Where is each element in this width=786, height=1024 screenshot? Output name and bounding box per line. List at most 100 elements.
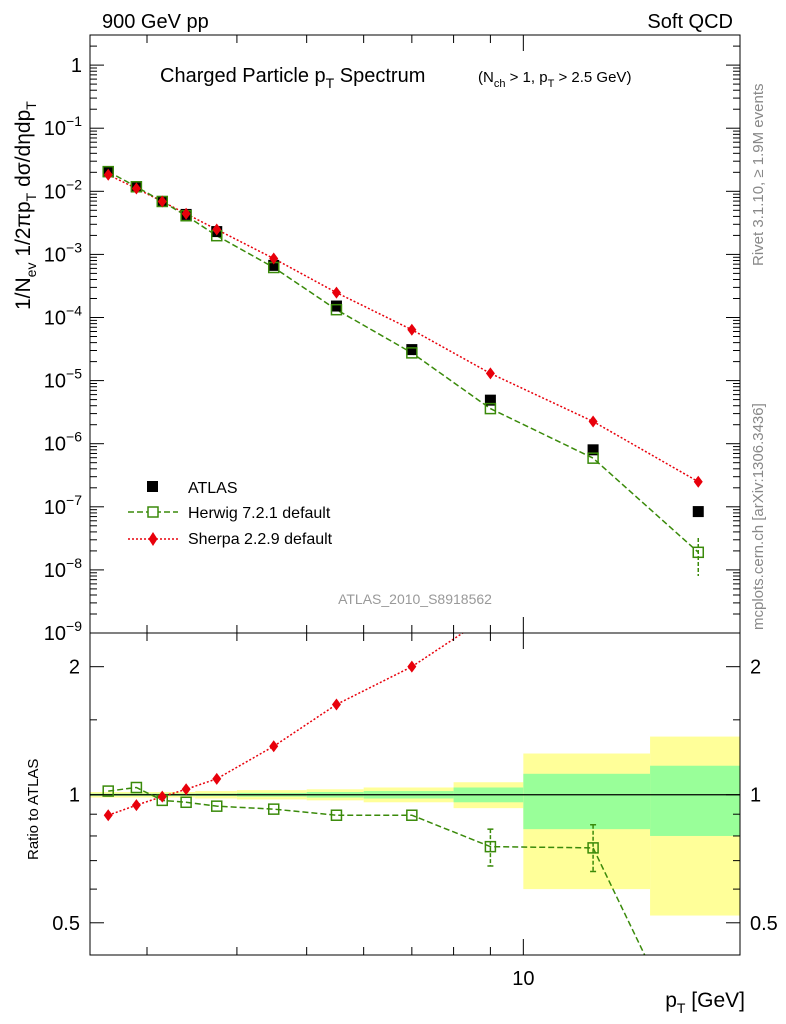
ratio-sherpa-point [269, 740, 279, 753]
legend-sherpa-label: Sherpa 2.2.9 default [188, 531, 333, 548]
main-y-tick-label: 10−9 [44, 618, 82, 645]
side-text-mcplots: mcplots.cern.ch [arXiv:1306.3436] [750, 403, 767, 630]
sherpa-point [212, 223, 222, 236]
ratio-y-tick-label-right: 1 [750, 785, 761, 807]
cut-2: > 1, p [505, 69, 547, 86]
ratio-sherpa-point [181, 783, 191, 796]
ratio-herwig-point [587, 842, 599, 854]
main-y-tick-label: 10−6 [44, 429, 82, 456]
legend-sherpa-marker [148, 532, 158, 546]
xlabel-b: [GeV] [685, 989, 745, 1012]
ratio-herwig-point [130, 781, 143, 794]
ratio-y-tick-label-left: 1 [69, 785, 80, 807]
ratio-herwig-point [330, 809, 343, 821]
ratio-herwig-point [484, 840, 497, 853]
ylabel-a: 1/N [12, 277, 35, 310]
sherpa-point [157, 195, 167, 208]
ratio-herwig-point [267, 803, 280, 815]
header-right: Soft QCD [647, 11, 733, 33]
main-y-tick-label: 10−1 [44, 113, 82, 140]
ratio-y-tick-label-right: 2 [750, 657, 761, 679]
ratio-sherpa-point [486, 609, 495, 621]
ratio-plot: 0.5 0.5 1 1 2 2 10 Ratio to ATLAS pT [GeV] [25, 588, 778, 1016]
ratio-herwig-point [406, 809, 418, 821]
cut-2-sub: T [548, 78, 555, 90]
herwig-point [330, 303, 343, 316]
atlas-point [268, 259, 280, 271]
analysis-watermark: ATLAS_2010_S8918562 [338, 591, 492, 607]
cut-3: > 2.5 GeV) [554, 69, 631, 86]
legend-herwig-marker [147, 506, 159, 518]
main-y-tick-label: 10−7 [44, 492, 82, 519]
ratio-herwig-line [108, 786, 646, 955]
herwig-point [406, 347, 418, 359]
ratio-sherpa-point [331, 698, 341, 711]
sherpa-line [107, 174, 699, 483]
ratio-y-axis-label: Ratio to ATLAS [25, 759, 42, 860]
header-left: 900 GeV pp [102, 11, 209, 33]
herwig-point [587, 452, 599, 464]
ratio-band-green [650, 765, 740, 836]
atlas-point [406, 344, 418, 356]
ratio-herwig-point [210, 800, 223, 812]
ylabel-a-sub: ev [23, 263, 39, 278]
ratio-band-green [523, 773, 651, 830]
ratio-sherpa-point [589, 599, 598, 611]
main-y-tick-label: 10−2 [44, 176, 82, 203]
sherpa-point [588, 415, 598, 428]
sherpa-point [269, 252, 279, 265]
sherpa-point [331, 286, 341, 299]
sherpa-point [131, 182, 141, 195]
ratio-sherpa-point [157, 790, 167, 803]
main-y-tick-label: 10−5 [44, 366, 82, 393]
herwig-point [692, 546, 705, 559]
ratio-herwig-point [102, 785, 114, 797]
sherpa-point [693, 475, 703, 488]
title-main: Charged Particle p [160, 65, 326, 87]
atlas-point [692, 506, 704, 518]
sherpa-point [485, 367, 495, 380]
ratio-sherpa-point [407, 660, 417, 673]
main-plot: Charged Particle pT Spectrum (Nch > 1, p… [12, 34, 741, 645]
ylabel-c: dσ/dηdp [12, 110, 35, 193]
ratio-plot-frame [89, 632, 741, 956]
legend-atlas-label: ATLAS [188, 480, 238, 497]
main-plot-title: Charged Particle pT Spectrum [160, 65, 425, 91]
ratio-sherpa-point [694, 588, 703, 600]
legend: ATLAS Herwig 7.2.1 default Sherpa 2.2.9 … [128, 480, 333, 548]
ratio-herwig-point [180, 796, 192, 809]
ylabel-b-sub: T [23, 192, 39, 201]
ratio-y-tick-label-left: 0.5 [52, 913, 80, 935]
cut-1: (N [478, 69, 494, 86]
atlas-point [587, 444, 599, 456]
ratio-sherpa-point [212, 772, 222, 785]
main-y-tick-label: 1 [71, 55, 82, 77]
sherpa-point [407, 323, 417, 336]
atlas-point [330, 300, 342, 312]
main-plot-cuts: (Nch > 1, pT > 2.5 GeV) [478, 69, 631, 90]
ratio-sherpa-point [103, 809, 113, 822]
legend-atlas-marker [147, 481, 158, 492]
sherpa-point [103, 168, 113, 181]
ratio-y-tick-label-right: 0.5 [750, 913, 778, 935]
title-main-rest: Spectrum [334, 65, 425, 87]
title-main-sub: T [326, 75, 335, 91]
side-text-rivet: Rivet 3.1.10, ≥ 1.9M events [750, 84, 767, 267]
main-y-axis-label: 1/Nev 1/2πpT dσ/dηdpT [12, 101, 39, 310]
herwig-point [484, 402, 497, 415]
sherpa-point [181, 207, 191, 220]
ylabel-c-sub: T [23, 101, 39, 110]
main-y-tick-label: 10−3 [44, 239, 82, 266]
legend-herwig-label: Herwig 7.2.1 default [188, 505, 331, 522]
xlabel-a: p [665, 989, 677, 1012]
cut-1-sub: ch [494, 78, 506, 90]
xlabel-a-sub: T [677, 1000, 686, 1016]
ratio-y-tick-label-left: 2 [69, 657, 80, 679]
main-y-tick-label: 10−8 [44, 555, 82, 582]
main-y-tick-label: 10−4 [44, 303, 82, 330]
x-tick-label: 10 [512, 968, 534, 990]
atlas-point [484, 394, 496, 406]
x-axis-label: pT [GeV] [665, 989, 745, 1016]
ylabel-b: 1/2πp [12, 201, 35, 262]
